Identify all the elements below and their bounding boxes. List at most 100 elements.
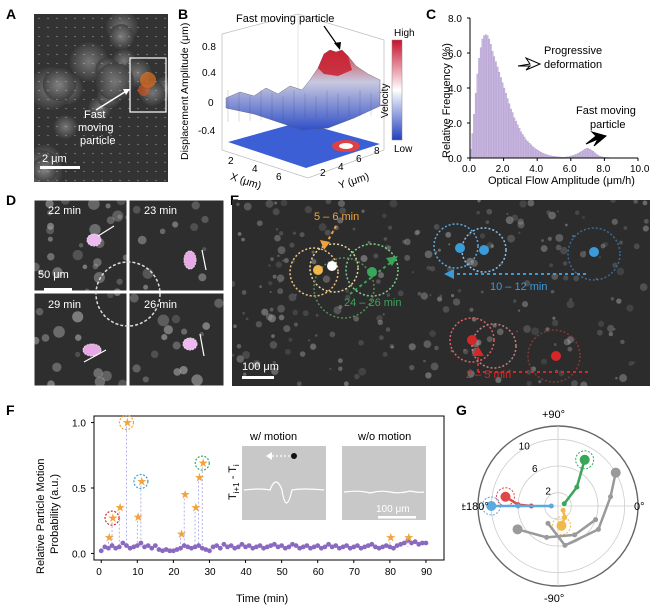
- motion-point: [308, 545, 313, 551]
- tracked-particle: [551, 351, 561, 361]
- motion-point: [423, 540, 429, 546]
- motion-point: [275, 544, 281, 550]
- trajectory-point: [561, 501, 567, 507]
- histogram-bar: [490, 44, 492, 159]
- c-y-tick-label: 4.0: [448, 84, 462, 95]
- motion-point: [355, 543, 360, 548]
- motion-point: [318, 545, 324, 551]
- histogram-bar: [500, 77, 502, 159]
- histogram-bar: [582, 149, 585, 159]
- histogram-bar: [590, 149, 593, 159]
- motion-point: [225, 544, 230, 550]
- motion-point: [120, 540, 126, 546]
- panel-d-frames: 22 min 23 min 29 min 26 min 50 μm: [34, 200, 224, 386]
- cell-blob: [108, 24, 135, 50]
- y-tick: 6: [356, 154, 362, 165]
- panel-label-f: F: [6, 402, 15, 418]
- c-annotation-progressive: Progressive deformation: [544, 45, 602, 71]
- motion-point: [358, 545, 364, 551]
- motion-point: [315, 543, 321, 548]
- motion-star: ★: [194, 471, 205, 485]
- x-axis-label: X (μm): [229, 171, 263, 190]
- histogram-bar: [532, 146, 534, 159]
- histogram-bar: [538, 151, 541, 159]
- histogram-bar: [483, 35, 485, 159]
- motion-star: ★: [108, 511, 119, 525]
- histogram-bar: [486, 35, 489, 159]
- motion-point: [257, 543, 263, 548]
- motion-point: [398, 541, 404, 547]
- histogram-bar: [508, 103, 511, 159]
- track-circle: [309, 243, 359, 293]
- z-tick: 0.8: [202, 42, 216, 53]
- c-x-axis-label: Optical Flow Amplitude (μm/h): [488, 175, 635, 187]
- motion-point: [369, 541, 375, 547]
- z-tick: 0.4: [202, 68, 216, 79]
- histogram-bar: [543, 153, 546, 159]
- histogram-bar: [585, 148, 588, 159]
- histogram-bar: [473, 114, 475, 159]
- cell-blob: [53, 114, 78, 139]
- f-x-tick-label: 60: [313, 567, 325, 578]
- panel-label-b: B: [178, 6, 189, 22]
- motion-point: [409, 540, 414, 546]
- histogram-bar: [505, 93, 507, 159]
- motion-point: [116, 544, 122, 550]
- motion-point: [290, 541, 295, 547]
- track-circle: [313, 257, 375, 319]
- colorbar-low: Low: [394, 144, 413, 155]
- f-x-tick-label: 80: [385, 567, 397, 578]
- angle-label-bottom: -90°: [544, 593, 564, 605]
- trajectory-point: [515, 503, 521, 509]
- motion-star: ★: [104, 531, 115, 545]
- panel-e-svg: 5 – 6 min 10 – 12 min 24 – 26 min 2 – 5 …: [232, 200, 650, 386]
- time-label-red: 2 – 5 min: [466, 369, 511, 381]
- motion-point: [300, 544, 306, 550]
- f-x-tick-label: 0: [96, 567, 102, 578]
- motion-point: [228, 543, 234, 548]
- c-x-tick-label: 8.0: [596, 164, 610, 175]
- motion-point: [416, 541, 422, 547]
- histogram-bar: [506, 98, 509, 159]
- c-x-tick-label: 4.0: [529, 164, 543, 175]
- motion-star: ★: [198, 456, 209, 470]
- histogram-bar: [526, 141, 529, 159]
- motion-point: [192, 544, 198, 550]
- motion-point: [214, 543, 220, 548]
- motion-point: [264, 544, 270, 550]
- motion-point: [250, 545, 256, 551]
- histogram-bar: [520, 131, 522, 159]
- radial-tick: 10: [519, 441, 531, 452]
- cell-blob: [42, 67, 76, 102]
- f-y-tick-label: 0.5: [72, 484, 86, 495]
- angle-label-right: 0°: [634, 501, 645, 513]
- motion-point: [362, 544, 368, 550]
- trajectory-highlight: [481, 496, 501, 516]
- histogram-bar: [510, 108, 512, 159]
- motion-point: [380, 544, 386, 550]
- trajectory-highlight: [575, 450, 595, 470]
- c-x-tick-label: 0.0: [462, 164, 476, 175]
- histogram-bar: [540, 152, 543, 159]
- x-tick: 4: [252, 164, 258, 175]
- highlight-circle: [194, 455, 210, 471]
- histogram-bar: [498, 72, 501, 159]
- motion-point: [217, 545, 223, 551]
- motion-point: [412, 539, 418, 545]
- trajectory-point: [610, 467, 621, 478]
- f-y-tick-label: 1.0: [72, 419, 86, 430]
- trajectory-point: [548, 503, 554, 509]
- histogram-bar: [521, 134, 524, 159]
- histogram-bar: [595, 153, 598, 159]
- panel-g-polar-plot: 2 6 10 +90° 0° -90° ±180°: [462, 406, 652, 606]
- trajectory-highlight: [551, 516, 571, 536]
- track-circle: [345, 243, 399, 297]
- highlight-circle: [118, 414, 135, 431]
- trajectory-point: [579, 454, 590, 465]
- motion-point: [232, 545, 238, 551]
- panel-f-motion-plot: 0 10 20 30 40 50 60 70 80 90 0.0 0.5 1.0 ★ ★ ★ ★ ★ ★ ★ ★ ★ ★ ★…: [30, 404, 450, 606]
- histogram-bar: [580, 151, 583, 159]
- polar-svg: 2 6 10 +90° 0° -90° ±180°: [462, 409, 645, 605]
- panel-a-svg: Fast moving particle 2 μm: [34, 14, 168, 182]
- trajectory-point: [556, 520, 567, 531]
